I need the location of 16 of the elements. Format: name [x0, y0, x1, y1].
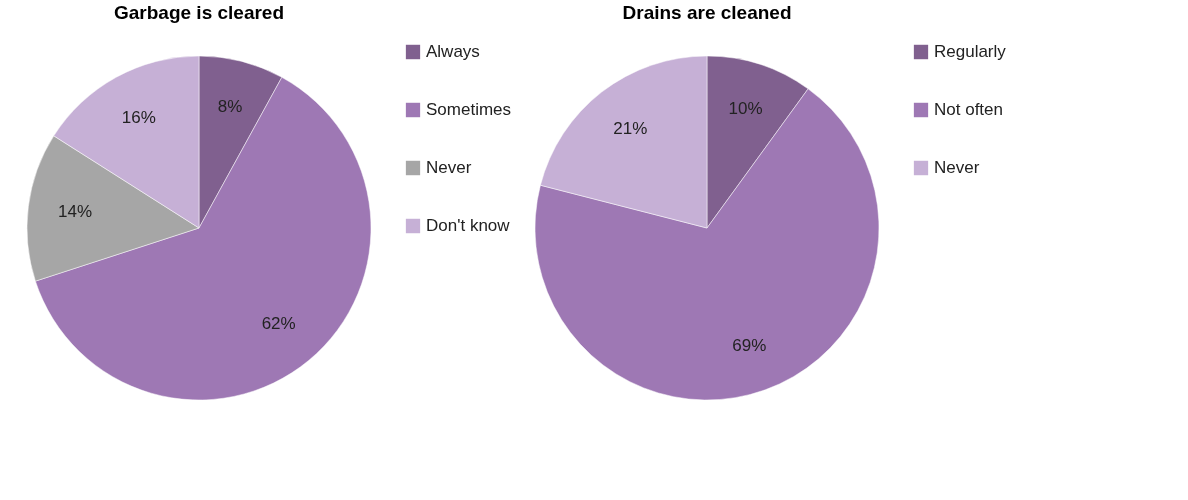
chart-title: Garbage is cleared [113, 2, 285, 23]
legend-label: Not often [934, 100, 1003, 119]
data-label: 69% [732, 335, 767, 355]
data-label: 16% [121, 108, 156, 128]
data-label: 10% [728, 99, 763, 119]
legend-label: Regularly [934, 42, 1007, 61]
data-label: 8% [217, 96, 243, 116]
data-label: 21% [613, 119, 648, 139]
legend-label: Never [934, 158, 980, 177]
legend-label: Always [426, 42, 480, 61]
data-label: 62% [261, 314, 296, 334]
legend-label: Never [426, 158, 472, 177]
legend-label: Sometimes [426, 100, 512, 119]
chart-title: Drains are cleaned [622, 2, 792, 23]
data-label: 14% [57, 202, 92, 222]
legend-label: Don't know [426, 216, 511, 235]
